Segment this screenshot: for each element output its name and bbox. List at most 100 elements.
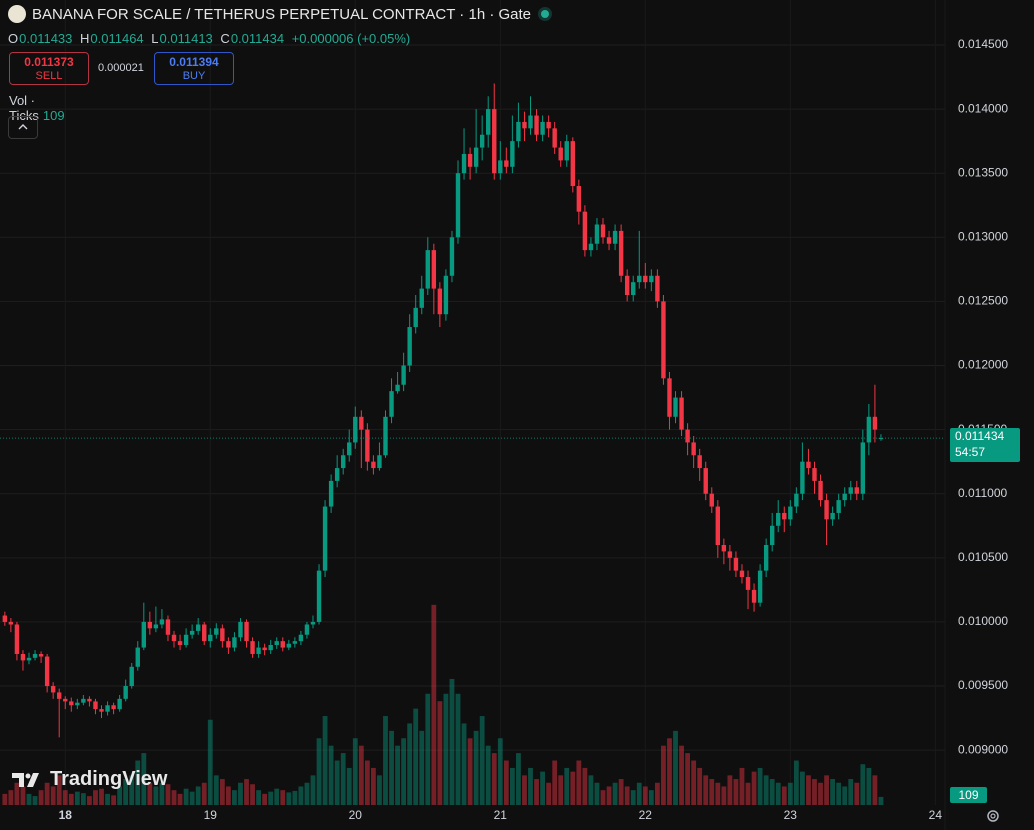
- volume-bar: [153, 786, 159, 805]
- volume-bar: [588, 775, 594, 805]
- candle-layer: [2, 83, 884, 738]
- volume-bar: [769, 779, 775, 805]
- candle-body: [310, 621, 316, 625]
- candle-body: [449, 237, 455, 276]
- volume-bar: [503, 760, 509, 805]
- candle-body: [75, 702, 80, 706]
- volume-bar: [787, 782, 793, 805]
- candle-body: [751, 589, 757, 603]
- candle-body: [63, 698, 68, 702]
- volume-bar: [630, 790, 636, 805]
- candle-body: [637, 275, 642, 283]
- title-text: BANANA FOR SCALE / TETHERUS PERPETUAL CO…: [32, 5, 532, 23]
- collapse-button[interactable]: [8, 116, 38, 139]
- volume-bar: [213, 775, 219, 805]
- buy-button[interactable]: 0.011394 BUY: [154, 52, 234, 85]
- volume-bar: [274, 788, 280, 805]
- volume-bar: [449, 678, 455, 805]
- volume-bar: [280, 790, 286, 805]
- volume-bar: [389, 730, 394, 805]
- candle-body: [546, 121, 551, 129]
- volume-bar: [497, 738, 503, 805]
- volume-bar: [20, 786, 26, 805]
- candle-body: [159, 619, 165, 625]
- candle-body: [697, 455, 702, 469]
- volume-layer: [2, 604, 884, 805]
- candle-body: [782, 512, 787, 520]
- candle-body: [618, 230, 624, 276]
- volume-bar: [377, 775, 382, 805]
- candle-body: [208, 634, 213, 642]
- volume-bar: [739, 767, 745, 805]
- candle-body: [69, 701, 74, 706]
- candle-body: [81, 698, 86, 703]
- ohlc-key: H: [80, 31, 90, 46]
- y-tick-label: 0.011000: [958, 486, 1007, 500]
- volume-bar: [117, 786, 123, 805]
- volume-bar: [576, 760, 582, 805]
- candle-body: [141, 621, 147, 648]
- candle-body: [32, 653, 38, 658]
- volume-bar: [763, 775, 769, 805]
- volume-value: 109: [42, 108, 65, 123]
- volume-bar: [304, 782, 310, 805]
- settings-icon[interactable]: [987, 810, 999, 822]
- volume-bar: [437, 701, 443, 805]
- candle-body: [195, 624, 201, 631]
- x-tick-label: 24: [929, 808, 943, 822]
- candle-body: [220, 628, 225, 642]
- volume-bar: [624, 786, 630, 805]
- volume-bar: [721, 786, 727, 805]
- candle-body: [129, 666, 134, 687]
- candle-body: [479, 134, 485, 148]
- sell-label: SELL: [35, 70, 63, 82]
- volume-bar: [824, 775, 829, 805]
- candle-body: [111, 705, 116, 710]
- candle-body: [431, 250, 437, 289]
- volume-bar: [564, 767, 570, 805]
- candle-body: [262, 647, 267, 651]
- candle-body: [667, 378, 672, 417]
- candle-body: [788, 506, 793, 520]
- volume-bar: [99, 788, 104, 805]
- candle-body: [26, 657, 32, 661]
- candle-body: [570, 141, 576, 187]
- volume-bar: [800, 771, 805, 805]
- volume-bar: [661, 745, 666, 805]
- candle-body: [359, 416, 364, 430]
- candle-body: [443, 275, 449, 315]
- volume-bar: [697, 767, 703, 805]
- volume-bar: [413, 708, 419, 805]
- volume-bar: [667, 738, 672, 805]
- candle-body: [250, 641, 255, 654]
- brand-text: TradingView: [50, 768, 168, 790]
- candle-body: [878, 438, 884, 440]
- candle-body: [365, 429, 370, 462]
- ohlc-value: 0.011413: [159, 31, 213, 46]
- candle-body: [685, 429, 690, 443]
- candle-body: [419, 288, 424, 308]
- candle-body: [389, 391, 394, 417]
- candle-body: [558, 147, 563, 161]
- candle-body: [733, 557, 739, 571]
- candle-body: [268, 645, 273, 651]
- candle-body: [576, 186, 582, 212]
- volume-bar: [491, 753, 497, 805]
- change: +0.000006 (+0.05%): [291, 31, 411, 46]
- volume-bar: [830, 779, 836, 805]
- volume-bar: [473, 730, 479, 805]
- volume-bar: [262, 793, 268, 805]
- x-tick-label: 18: [59, 808, 73, 822]
- sell-button[interactable]: 0.011373 SELL: [9, 52, 89, 85]
- volume-bar: [425, 693, 431, 805]
- candle-body: [655, 275, 660, 302]
- y-tick-label: 0.012000: [958, 358, 1008, 372]
- candle-body: [57, 692, 62, 699]
- ohlc-key: O: [8, 31, 19, 46]
- candle-body: [606, 237, 612, 244]
- countdown: 54:57: [955, 445, 986, 459]
- volume-bar: [781, 786, 787, 805]
- candle-body: [467, 153, 473, 167]
- candle-body: [244, 621, 249, 642]
- x-tick-label: 19: [204, 808, 218, 822]
